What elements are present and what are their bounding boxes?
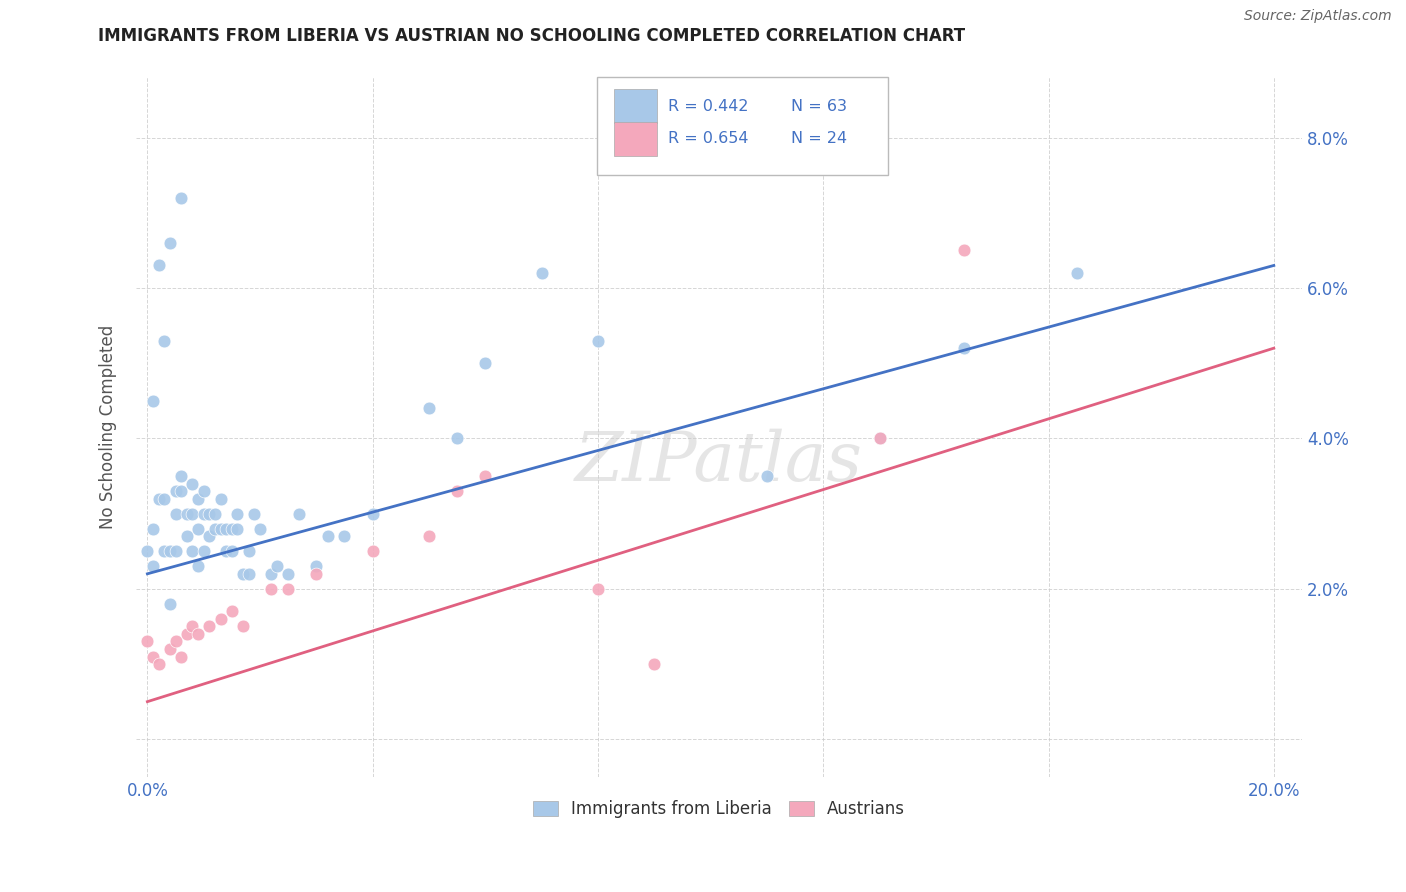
Point — [260, 566, 283, 581]
Point — [316, 529, 339, 543]
Point — [187, 559, 209, 574]
Point — [953, 244, 976, 258]
Point — [170, 649, 193, 664]
Point — [170, 484, 193, 499]
Point — [142, 522, 165, 536]
Text: IMMIGRANTS FROM LIBERIA VS AUSTRIAN NO SCHOOLING COMPLETED CORRELATION CHART: IMMIGRANTS FROM LIBERIA VS AUSTRIAN NO S… — [98, 27, 966, 45]
Point — [226, 522, 249, 536]
Point — [305, 566, 328, 581]
Point — [159, 544, 181, 558]
Point — [305, 559, 328, 574]
Point — [153, 491, 176, 506]
Point — [148, 491, 170, 506]
FancyBboxPatch shape — [614, 88, 657, 123]
Point — [277, 566, 299, 581]
Point — [221, 604, 243, 618]
Point — [142, 559, 165, 574]
Point — [204, 507, 226, 521]
Point — [221, 522, 243, 536]
Point — [209, 612, 232, 626]
Point — [418, 401, 440, 416]
Text: Source: ZipAtlas.com: Source: ZipAtlas.com — [1244, 9, 1392, 23]
Point — [643, 657, 665, 671]
Point — [159, 235, 181, 250]
Point — [165, 544, 187, 558]
Point — [474, 356, 496, 370]
Point — [198, 619, 221, 633]
Point — [869, 432, 891, 446]
Text: ZIPatlas: ZIPatlas — [575, 429, 863, 496]
Point — [209, 522, 232, 536]
Point — [249, 522, 271, 536]
Point — [136, 544, 159, 558]
Point — [446, 432, 468, 446]
Point — [243, 507, 266, 521]
Point — [181, 476, 204, 491]
Point — [288, 507, 311, 521]
Text: R = 0.654: R = 0.654 — [668, 131, 748, 146]
Point — [232, 619, 254, 633]
Point — [159, 642, 181, 657]
Point — [148, 259, 170, 273]
Point — [198, 507, 221, 521]
Point — [153, 544, 176, 558]
Point — [165, 507, 187, 521]
Point — [226, 507, 249, 521]
Text: N = 63: N = 63 — [792, 99, 848, 113]
Point — [260, 582, 283, 596]
Point — [193, 484, 215, 499]
Point — [209, 491, 232, 506]
Point — [148, 657, 170, 671]
Point — [586, 334, 609, 348]
Point — [153, 334, 176, 348]
Point — [418, 529, 440, 543]
Point — [165, 484, 187, 499]
Point — [361, 544, 384, 558]
Point — [142, 649, 165, 664]
Point — [176, 627, 198, 641]
Point — [277, 582, 299, 596]
Point — [136, 634, 159, 648]
Text: R = 0.442: R = 0.442 — [668, 99, 748, 113]
Point — [198, 529, 221, 543]
Point — [165, 634, 187, 648]
Point — [446, 484, 468, 499]
Point — [232, 566, 254, 581]
Legend: Immigrants from Liberia, Austrians: Immigrants from Liberia, Austrians — [526, 793, 911, 824]
Point — [142, 393, 165, 408]
FancyBboxPatch shape — [614, 121, 657, 156]
Point — [586, 582, 609, 596]
Point — [1066, 266, 1088, 280]
Point — [221, 544, 243, 558]
Point — [187, 491, 209, 506]
Point — [181, 619, 204, 633]
Point — [215, 544, 238, 558]
Point — [530, 266, 553, 280]
FancyBboxPatch shape — [596, 78, 889, 176]
Point — [187, 627, 209, 641]
Point — [193, 507, 215, 521]
Point — [361, 507, 384, 521]
Point — [215, 522, 238, 536]
Point — [176, 507, 198, 521]
Point — [176, 529, 198, 543]
Point — [187, 522, 209, 536]
Point — [181, 544, 204, 558]
Point — [474, 469, 496, 483]
Point — [238, 566, 260, 581]
Point — [159, 597, 181, 611]
Point — [181, 507, 204, 521]
Point — [204, 522, 226, 536]
Point — [238, 544, 260, 558]
Point — [193, 544, 215, 558]
Point — [266, 559, 288, 574]
Point — [170, 191, 193, 205]
Point — [755, 469, 778, 483]
Text: N = 24: N = 24 — [792, 131, 848, 146]
Point — [170, 469, 193, 483]
Y-axis label: No Schooling Completed: No Schooling Completed — [100, 325, 117, 529]
Point — [333, 529, 356, 543]
Point — [953, 341, 976, 355]
Point — [869, 432, 891, 446]
